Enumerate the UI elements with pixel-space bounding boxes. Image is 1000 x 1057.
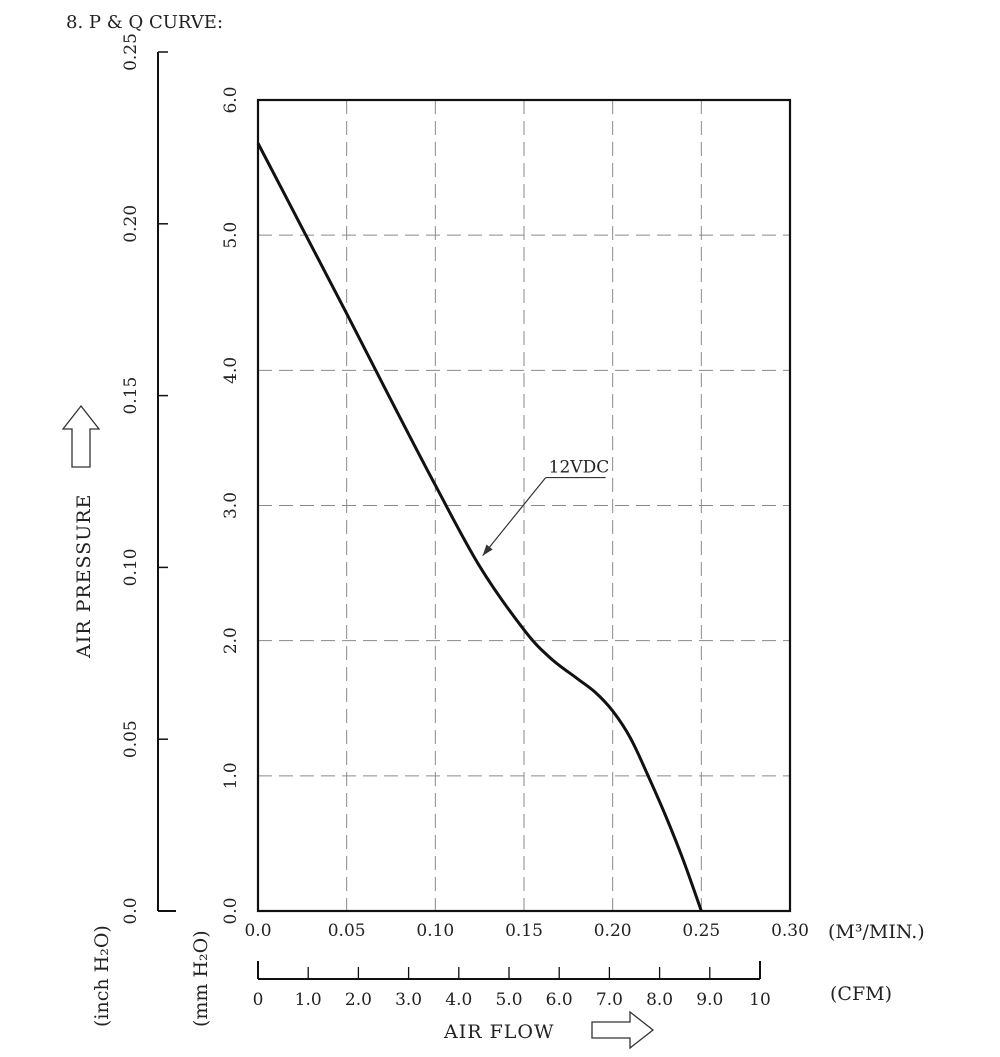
inch-tick-label: 0.25 bbox=[121, 33, 141, 71]
y-unit-inch: (inch H₂O) bbox=[91, 925, 113, 1027]
x-tick-label: 0.20 bbox=[594, 921, 632, 941]
y-axis-inch-ticks: 0.0 0.05 0.10 0.15 0.20 0.25 bbox=[121, 33, 168, 925]
x-tick-label: 0.15 bbox=[505, 921, 543, 941]
inch-tick-label: 0.0 bbox=[121, 897, 141, 924]
y-tick-label: 2.0 bbox=[221, 627, 241, 654]
series-annotation: 12VDC bbox=[482, 458, 610, 556]
plot-frame bbox=[256, 98, 792, 913]
x-tick-label: 0.05 bbox=[328, 921, 366, 941]
arrow-up-icon bbox=[61, 404, 101, 468]
cfm-tick-label: 1.0 bbox=[295, 990, 322, 1010]
inch-tick-label: 0.20 bbox=[121, 205, 141, 243]
y-tick-label: 5.0 bbox=[221, 222, 241, 249]
annotation-leader-line bbox=[482, 477, 547, 556]
cfm-tick-label: 7.0 bbox=[596, 990, 623, 1010]
cfm-tick-label: 3.0 bbox=[395, 990, 422, 1010]
cfm-tick-label: 6.0 bbox=[546, 990, 573, 1010]
inch-tick-label: 0.15 bbox=[121, 377, 141, 415]
y-tick-label: 1.0 bbox=[221, 762, 241, 789]
y-tick-label: 0.0 bbox=[221, 897, 241, 924]
x-unit-cfm: (CFM) bbox=[830, 983, 892, 1005]
y-axis-mm-ticks: 0.0 1.0 2.0 3.0 4.0 5.0 6.0 bbox=[221, 86, 241, 924]
x-axis-m3-ticks: 0.0 0.05 0.10 0.15 0.20 0.25 0.30 bbox=[244, 921, 808, 941]
cfm-tick-label: 0 bbox=[253, 990, 264, 1010]
x-tick-label: 0.30 bbox=[771, 921, 809, 941]
arrow-right-icon bbox=[591, 1010, 655, 1050]
y-tick-label: 4.0 bbox=[221, 357, 241, 384]
x-tick-label: 0.0 bbox=[244, 921, 271, 941]
cfm-tick-label: 2.0 bbox=[345, 990, 372, 1010]
y-unit-mm: (mm H₂O) bbox=[190, 930, 212, 1027]
annotation-arrowhead bbox=[482, 544, 493, 556]
cfm-axis: 0 1.0 2.0 3.0 4.0 5.0 6.0 7.0 8.0 9.0 10 bbox=[253, 961, 771, 1010]
figure-title: 8. P & Q CURVE: bbox=[66, 12, 223, 33]
series-label-12vdc: 12VDC bbox=[549, 458, 610, 478]
inch-tick-label: 0.05 bbox=[121, 720, 141, 758]
series-line-12vdc bbox=[256, 142, 703, 912]
x-axis-label: AIR FLOW bbox=[443, 1021, 554, 1043]
x-unit-m3: (M³/MIN.) bbox=[828, 921, 925, 943]
x-tick-label: 0.10 bbox=[416, 921, 454, 941]
cfm-tick-label: 10 bbox=[749, 990, 771, 1010]
cfm-tick-label: 8.0 bbox=[646, 990, 673, 1010]
inch-tick-label: 0.10 bbox=[121, 548, 141, 586]
y-tick-label: 3.0 bbox=[221, 492, 241, 519]
cfm-tick-label: 9.0 bbox=[696, 990, 723, 1010]
y-tick-label: 6.0 bbox=[221, 86, 241, 113]
inch-axis: 0.0 0.05 0.10 0.15 0.20 0.25 bbox=[121, 33, 176, 925]
cfm-tick-label: 5.0 bbox=[495, 990, 522, 1010]
x-tick-label: 0.25 bbox=[682, 921, 720, 941]
x-axis-cfm-ticks: 0 1.0 2.0 3.0 4.0 5.0 6.0 7.0 8.0 9.0 10 bbox=[253, 961, 771, 1010]
cfm-tick-label: 4.0 bbox=[445, 990, 472, 1010]
y-axis-label: AIR PRESSURE bbox=[73, 494, 95, 659]
grid-lines bbox=[258, 100, 790, 911]
